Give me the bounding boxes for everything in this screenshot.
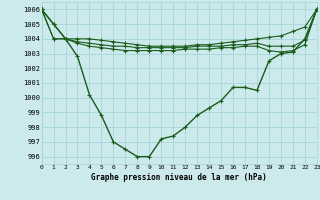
X-axis label: Graphe pression niveau de la mer (hPa): Graphe pression niveau de la mer (hPa) [91, 173, 267, 182]
